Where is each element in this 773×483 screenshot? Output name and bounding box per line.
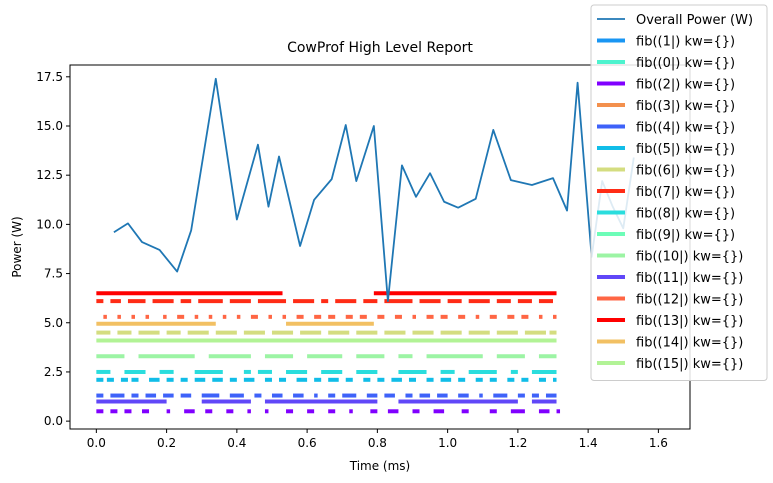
legend-label-6: fib((5|) kw={}) [636, 142, 735, 157]
y-tick-label: 5.0 [44, 316, 63, 330]
y-tick-label: 12.5 [36, 168, 63, 182]
y-tick-label: 0.0 [44, 414, 63, 428]
legend-label-13: fib((12|) kw={}) [636, 293, 743, 308]
x-tick-label: 1.6 [649, 436, 668, 450]
legend-label-15: fib((14|) kw={}) [636, 336, 743, 351]
legend-label-8: fib((7|) kw={}) [636, 185, 735, 200]
y-axis-label: Power (W) [10, 216, 24, 277]
power-line-layer [113, 77, 635, 303]
x-tick-label: 0.2 [157, 436, 176, 450]
series-layer [96, 291, 561, 414]
legend-label-7: fib((6|) kw={}) [636, 164, 735, 179]
legend-label-5: fib((4|) kw={}) [636, 121, 735, 136]
chart-title: CowProf High Level Report [287, 40, 473, 56]
legend-label-1: fib((1|) kw={}) [636, 35, 735, 50]
y-tick-label: 10.0 [36, 217, 63, 231]
x-tick-label: 1.2 [508, 436, 527, 450]
legend-frame [590, 4, 768, 381]
y-tick-label: 15.0 [36, 119, 63, 133]
legend-label-11: fib((10|) kw={}) [636, 250, 743, 265]
y-tick-label: 2.5 [44, 365, 63, 379]
x-axis: 0.0 0.2 0.4 0.6 0.8 1.0 1.2 1.4 1.6 [87, 429, 668, 450]
legend-label-3: fib((2|) kw={}) [636, 78, 735, 93]
x-tick-label: 0.4 [227, 436, 246, 450]
x-tick-label: 1.0 [438, 436, 457, 450]
overall-power-line [113, 77, 635, 303]
y-tick-label: 17.5 [36, 70, 63, 84]
x-tick-label: 0.0 [87, 436, 106, 450]
legend-label-12: fib((11|) kw={}) [636, 271, 743, 286]
x-tick-label: 0.6 [298, 436, 317, 450]
legend: Overall Power (W) fib((1|) kw={}) fib((0|)… [590, 4, 768, 381]
y-tick-label: 7.5 [44, 267, 63, 281]
legend-label-16: fib((15|) kw={}) [636, 357, 743, 372]
x-tick-label: 1.4 [579, 436, 598, 450]
x-axis-label: Time (ms) [349, 459, 411, 473]
y-axis: 0.0 2.5 5.0 7.5 10.0 12.5 15.0 17.5 [36, 70, 70, 428]
legend-label-0: Overall Power (W) [636, 13, 753, 28]
legend-label-14: fib((13|) kw={}) [636, 314, 743, 329]
legend-label-9: fib((8|) kw={}) [636, 207, 735, 222]
x-tick-label: 0.8 [368, 436, 387, 450]
legend-label-2: fib((0|) kw={}) [636, 56, 735, 71]
legend-label-4: fib((3|) kw={}) [636, 99, 735, 114]
legend-label-10: fib((9|) kw={}) [636, 228, 735, 243]
